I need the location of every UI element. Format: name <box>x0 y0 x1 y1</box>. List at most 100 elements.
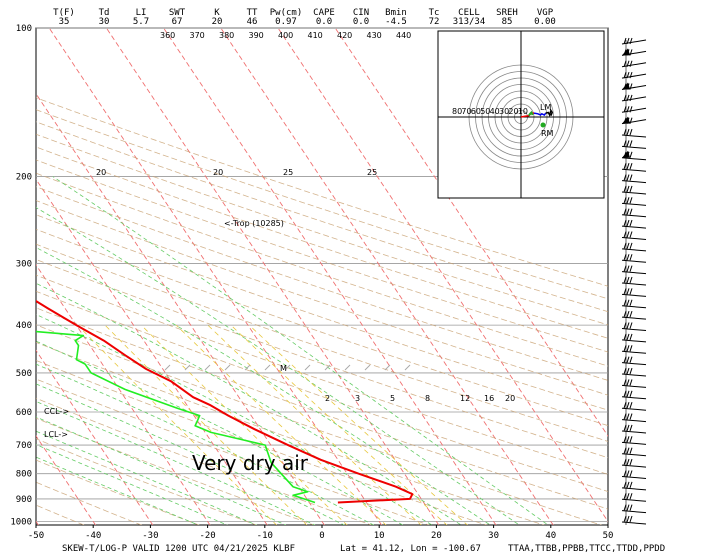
wind-barb-staff <box>621 271 647 275</box>
wind-barb-flag <box>623 436 627 443</box>
pressure-tick-label: 800 <box>16 470 32 480</box>
mixing-ratio-line <box>248 324 468 525</box>
wind-barb-flag <box>623 493 627 500</box>
mixing-ratio-line <box>175 324 387 525</box>
header-field-name: SREH <box>496 8 518 18</box>
header-field-value: 5.7 <box>133 17 149 27</box>
wind-barb <box>621 481 647 491</box>
wind-barb-flag <box>626 83 630 90</box>
hodograph-ring-label: 40 <box>490 107 500 116</box>
wind-barb-flag <box>623 128 627 136</box>
wind-barb-staff <box>621 145 647 149</box>
wind-barb-flag <box>626 208 630 215</box>
wind-barb-flag <box>626 265 630 272</box>
mixing-ratio-label: 12 <box>460 394 470 403</box>
wind-barb-flag <box>629 208 633 215</box>
hodograph-storm-motion-dot <box>540 122 546 128</box>
wind-barb-staff <box>621 202 647 206</box>
wind-barb-flag <box>623 94 627 102</box>
wind-barb-staff <box>621 305 647 309</box>
wind-barb-flag <box>626 49 630 56</box>
wind-barb-flag <box>623 242 627 250</box>
level-hatch-mark <box>284 364 291 371</box>
wind-barb <box>621 174 647 184</box>
wind-barb <box>621 402 647 411</box>
wind-barb-staff <box>621 521 647 525</box>
wind-barb <box>621 493 647 502</box>
wind-barb-flag <box>623 470 627 477</box>
wind-barb-flag <box>623 345 627 352</box>
wind-barb-flag <box>623 71 627 79</box>
isotherm-line <box>277 28 608 523</box>
wind-barb-flag <box>623 60 627 67</box>
wind-barb <box>621 447 647 457</box>
wind-barb-staff <box>621 475 647 479</box>
hodograph-trace-green <box>527 110 534 117</box>
mixing-ratio-line <box>207 324 422 525</box>
wind-barb-staff <box>621 487 647 491</box>
wind-barb-flag <box>623 288 627 295</box>
wind-barb-flag <box>629 402 633 409</box>
ccl-label: CCL-> <box>44 407 69 416</box>
m-label: M <box>280 364 287 373</box>
header-field-name: Bmin <box>385 8 407 18</box>
level-hatch-mark <box>324 364 331 371</box>
level-hatch-mark <box>164 364 171 371</box>
level-hatch-mark <box>204 364 211 371</box>
wind-barb-flag <box>629 493 633 500</box>
wind-barb <box>621 470 647 479</box>
footer-left: SKEW-T/LOG-P VALID 1200 UTC 04/21/2025 K… <box>62 544 295 554</box>
wind-barb-staff <box>621 350 647 354</box>
wind-barb-staff <box>621 191 647 195</box>
wind-barb-flag <box>629 83 633 90</box>
lcl-label: LCL-> <box>44 430 68 439</box>
wind-barb-flag <box>623 276 627 284</box>
wind-barb <box>621 265 647 275</box>
wind-barb-flag <box>626 60 630 67</box>
wind-barb-flag <box>629 481 633 489</box>
wind-barb-flag <box>629 424 633 432</box>
level-hatch-mark <box>304 364 311 371</box>
wind-barb-staff <box>621 168 647 172</box>
temperature-tick-label: 40 <box>545 531 556 541</box>
wind-barb-flag <box>629 117 633 124</box>
dry-adiabat-line <box>36 243 608 442</box>
wind-barb-flag <box>629 254 633 261</box>
wind-barb-flag <box>623 322 627 329</box>
wind-barb <box>621 515 647 525</box>
wind-barb-flag <box>623 208 627 215</box>
header-field-value: 0.97 <box>275 17 297 27</box>
wind-barb-flag <box>623 219 627 227</box>
header-field-name: TT <box>247 8 258 18</box>
dry-adiabat-line <box>36 259 608 459</box>
wind-barb <box>621 379 647 388</box>
isotherm-line <box>220 28 554 525</box>
wind-barb <box>621 219 647 229</box>
wind-barb <box>621 424 647 434</box>
wind-barb-flag <box>629 390 633 397</box>
theta-label: 410 <box>308 31 323 40</box>
wind-barbs <box>621 37 647 525</box>
wind-barb-flag <box>626 128 630 136</box>
dry-adiabat-line <box>36 360 488 525</box>
level-hatch-mark <box>264 364 271 371</box>
temperature-tick-label: 20 <box>431 531 442 541</box>
level-hatch-mark <box>364 364 371 371</box>
wind-barb-flag <box>623 163 627 170</box>
header-field-name: VGP <box>537 8 554 18</box>
wind-barb-staff <box>621 362 647 366</box>
wind-barb-flag <box>623 231 627 238</box>
hodograph-trace-blue <box>533 112 547 116</box>
wind-barb-flag <box>626 515 630 523</box>
hodograph-lm-label: LM <box>540 103 551 112</box>
theta-label: 370 <box>190 31 205 40</box>
wind-barb-flag <box>626 322 630 329</box>
wind-barb-staff <box>621 328 647 332</box>
mixing-ratio-label: 2 <box>325 394 330 403</box>
wind-barb-flag <box>629 356 633 363</box>
moist-adiabat-label: 25 <box>283 168 293 177</box>
header-field-name: T(F) <box>53 8 75 18</box>
theta-label: 400 <box>278 31 293 40</box>
wind-barb-flag <box>623 413 627 420</box>
